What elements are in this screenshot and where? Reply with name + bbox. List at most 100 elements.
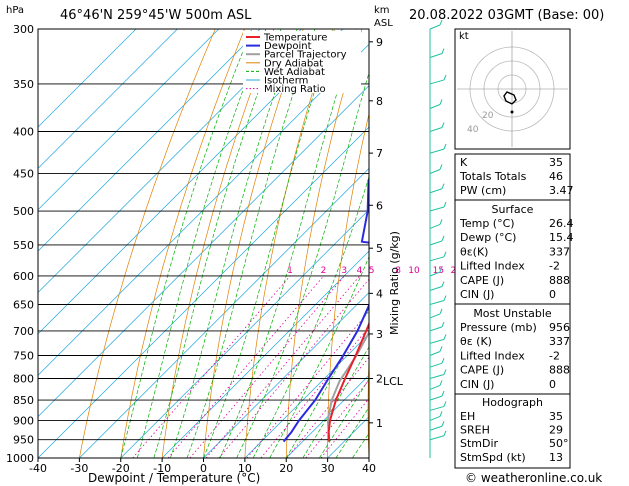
- wind-barb-flag: [439, 19, 443, 26]
- index-value: 956: [549, 321, 570, 334]
- wind-barb: [429, 313, 441, 319]
- mixing-ratio-line: [246, 310, 369, 458]
- wind-barb-flag: [441, 357, 445, 364]
- mixing-ratio-line: [132, 275, 291, 458]
- index-value: 35: [549, 156, 563, 169]
- dry-adiabat-line: [367, 351, 369, 458]
- pressure-tick-label: 800: [13, 372, 34, 385]
- dewpoint-line: [282, 177, 369, 443]
- temperature-axis: -40 -30 -20 -10 0 10 20 30 40: [29, 458, 376, 475]
- wind-barb-flag: [443, 401, 447, 407]
- mixing-ratio-label: 10: [408, 266, 420, 276]
- index-value: 3.47: [549, 184, 574, 197]
- wind-barb-flag: [439, 266, 443, 273]
- isotherm-line: [286, 374, 369, 458]
- temperature-tick-label: 40: [362, 462, 376, 475]
- km-tick-label: 9: [376, 36, 383, 49]
- hodograph-ring-label: 40: [467, 125, 479, 135]
- footer-credit: © weatheronline.co.uk: [465, 471, 602, 485]
- temperature-tick-label: -10: [153, 462, 171, 475]
- pressure-tick-label: 300: [13, 23, 34, 36]
- wind-barb: [429, 79, 445, 85]
- wind-barb-flag: [443, 74, 447, 81]
- wind-barb-flag: [443, 334, 447, 340]
- index-label: Lifted Index: [460, 349, 525, 362]
- pressure-unit-label: hPa: [6, 5, 24, 16]
- index-label: EH: [460, 410, 475, 423]
- pressure-axis: 300 350 400 450 500 550 600 650 700 750 800 850 900 9…: [6, 23, 34, 465]
- index-label: SREH: [460, 424, 490, 437]
- most-unstable-box: [454, 303, 571, 395]
- isotherm-line: [244, 333, 369, 458]
- wind-barb-flag: [441, 390, 445, 397]
- isotherm-line: [38, 29, 137, 128]
- legend-label: Dry Adiabat: [264, 58, 323, 69]
- wind-barb: [429, 425, 443, 431]
- index-label: Pressure (mb): [460, 321, 537, 334]
- index-label: θε (K): [460, 335, 492, 348]
- wind-barb: [429, 240, 443, 246]
- index-label: StmSpd (kt): [460, 451, 526, 464]
- index-value: 13: [549, 451, 563, 464]
- wind-barb-flag: [441, 281, 445, 287]
- wind-barb: [429, 362, 443, 368]
- wind-barb-flag: [439, 346, 443, 352]
- index-value: 0: [549, 378, 556, 391]
- wind-barb: [429, 405, 445, 411]
- pressure-tick-label: 1000: [6, 452, 34, 465]
- temperature-line: [327, 321, 369, 442]
- wet-adiabat-line: [236, 71, 369, 458]
- km-tick-label: 1: [376, 417, 383, 430]
- index-value: -2: [549, 349, 560, 362]
- index-value: 337: [549, 245, 570, 258]
- index-label: θε(K): [460, 245, 488, 258]
- wind-barb: [429, 24, 441, 30]
- wind-barb-flag: [439, 308, 443, 315]
- wind-barb-flag: [439, 99, 443, 105]
- temperature-tick-label: 20: [279, 462, 293, 475]
- indices-table: K 35 Totals Totals 46 PW (cm) 3.47 SurfaceTemp…: [454, 153, 574, 469]
- pressure-tick-label: 850: [13, 394, 34, 407]
- wind-barb-flag: [439, 411, 443, 417]
- isotherm-line: [38, 85, 369, 418]
- parcel-trajectory-line: [326, 330, 369, 442]
- isotherm-line: [38, 126, 369, 458]
- index-label: CAPE (J): [460, 274, 504, 287]
- section-title: Most Unstable: [473, 307, 552, 320]
- wind-barb-flag: [443, 369, 447, 375]
- isotherm-line: [203, 292, 369, 458]
- pressure-tick-label: 700: [13, 325, 34, 338]
- index-value: 29: [549, 424, 563, 437]
- mixing-ratio-label: 15: [433, 266, 444, 276]
- km-axis: 9 8 7 6 5 4 3 2 1 LCL: [369, 36, 404, 430]
- km-tick-label: 2: [376, 372, 383, 385]
- section-title: Hodograph: [482, 396, 543, 409]
- pressure-tick-label: 900: [13, 414, 34, 427]
- wind-barb: [429, 148, 445, 154]
- wind-barb: [429, 206, 445, 212]
- dry-adiabat-line: [161, 29, 275, 458]
- index-label: CIN (J): [460, 378, 494, 391]
- dry-adiabat-line: [619, 29, 629, 458]
- wind-barb: [429, 415, 441, 421]
- wind-barb-flag: [439, 380, 443, 386]
- wind-barb: [429, 169, 441, 174]
- isotherm-line: [38, 29, 219, 211]
- legend-label: Wet Adiabat: [264, 67, 325, 78]
- pressure-tick-label: 650: [13, 299, 34, 312]
- wind-barb-flag: [443, 295, 447, 301]
- section-title: Surface: [492, 203, 534, 216]
- km-tick-label: 8: [376, 95, 383, 108]
- wet-adiabat-line: [120, 29, 253, 458]
- hodograph-index-box: [454, 393, 571, 469]
- legend-label: Mixing Ratio: [264, 84, 326, 95]
- pressure-tick-label: 750: [13, 349, 34, 362]
- wind-barb: [429, 384, 441, 390]
- x-axis-title: Dewpoint / Temperature (°C): [88, 471, 260, 485]
- wind-barb-flag: [441, 235, 445, 242]
- mixing-ratio-labels: 12345810152025: [287, 266, 476, 276]
- mixing-ratio-label: 4: [357, 266, 363, 276]
